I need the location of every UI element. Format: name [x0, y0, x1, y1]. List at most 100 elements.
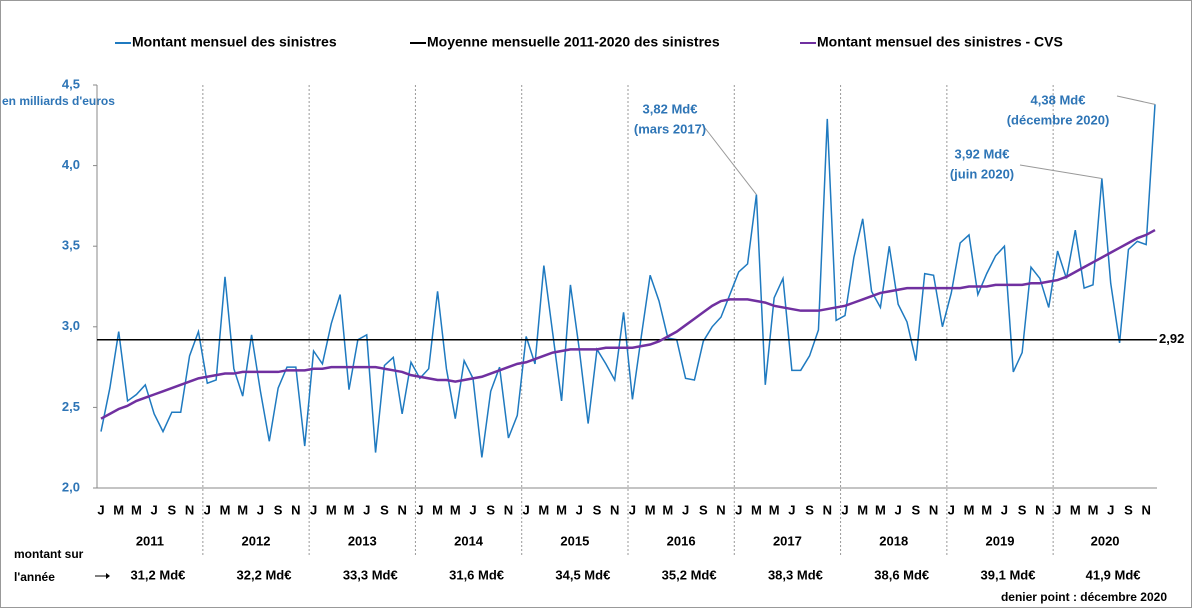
- annotation: 4,38 Md€: [1031, 92, 1086, 107]
- y-tick-label: 2,0: [62, 479, 80, 494]
- x-tick-label: N: [929, 502, 938, 517]
- x-tick-label: J: [151, 502, 158, 517]
- x-tick-label: S: [274, 502, 283, 517]
- x-tick-label: S: [168, 502, 177, 517]
- legend-label: Moyenne mensuelle 2011-2020 des sinistre…: [427, 34, 720, 50]
- x-tick-label: M: [857, 502, 868, 517]
- x-tick-label: J: [948, 502, 955, 517]
- x-tick-label: N: [291, 502, 300, 517]
- annual-label: montant sur: [14, 547, 84, 561]
- annual-total: 31,2 Md€: [130, 567, 185, 582]
- series-line: [100, 104, 1156, 458]
- footnote: denier point : décembre 2020: [1001, 590, 1167, 604]
- x-tick-label: S: [1018, 502, 1027, 517]
- x-tick-label: M: [769, 502, 780, 517]
- arrow-head: [106, 573, 110, 579]
- x-tick-label: S: [1124, 502, 1133, 517]
- x-tick-label: N: [1141, 502, 1150, 517]
- annual-total: 41,9 Md€: [1086, 567, 1141, 582]
- x-tick-label: N: [610, 502, 619, 517]
- x-tick-label: N: [397, 502, 406, 517]
- annual-total: 39,1 Md€: [981, 567, 1036, 582]
- x-tick-label: J: [841, 502, 848, 517]
- x-tick-label: J: [416, 502, 423, 517]
- annual-total: 33,3 Md€: [343, 567, 398, 582]
- annotation-leader: [1116, 95, 1156, 105]
- x-tick-label: M: [220, 502, 231, 517]
- annual-total: 34,5 Md€: [555, 567, 610, 582]
- x-tick-label: M: [556, 502, 567, 517]
- x-tick-label: J: [576, 502, 583, 517]
- x-tick-label: J: [363, 502, 370, 517]
- year-label: 2019: [986, 533, 1015, 548]
- year-label: 2011: [136, 533, 164, 548]
- x-tick-label: M: [964, 502, 975, 517]
- x-tick-label: J: [895, 502, 902, 517]
- x-tick-label: S: [593, 502, 602, 517]
- x-tick-label: M: [344, 502, 355, 517]
- annotation: (mars 2017): [634, 121, 706, 136]
- x-tick-label: M: [1088, 502, 1099, 517]
- annotation: 3,92 Md€: [955, 146, 1010, 161]
- year-label: 2016: [667, 533, 696, 548]
- x-tick-label: J: [97, 502, 104, 517]
- x-tick-label: M: [751, 502, 762, 517]
- x-tick-label: M: [326, 502, 337, 517]
- x-tick-label: N: [504, 502, 513, 517]
- x-tick-label: J: [788, 502, 795, 517]
- x-tick-label: S: [486, 502, 495, 517]
- x-tick-label: N: [1035, 502, 1044, 517]
- x-tick-label: J: [310, 502, 317, 517]
- annotation: (décembre 2020): [1007, 112, 1110, 127]
- x-tick-label: S: [912, 502, 921, 517]
- x-tick-label: M: [538, 502, 549, 517]
- x-tick-label: S: [699, 502, 708, 517]
- x-tick-label: M: [875, 502, 886, 517]
- legend-label: Montant mensuel des sinistres - CVS: [817, 34, 1063, 50]
- year-label: 2015: [560, 533, 589, 548]
- year-label: 2013: [348, 533, 377, 548]
- annual-total: 38,6 Md€: [874, 567, 929, 582]
- x-tick-label: S: [805, 502, 814, 517]
- x-tick-label: J: [1107, 502, 1114, 517]
- x-tick-label: M: [981, 502, 992, 517]
- year-label: 2017: [773, 533, 802, 548]
- annotation-leader: [704, 127, 757, 195]
- annual-total: 31,6 Md€: [449, 567, 504, 582]
- y-tick-label: 3,5: [62, 238, 80, 253]
- x-tick-label: J: [682, 502, 689, 517]
- x-tick-label: N: [185, 502, 194, 517]
- x-tick-label: J: [204, 502, 211, 517]
- x-tick-label: M: [662, 502, 673, 517]
- year-label: 2014: [454, 533, 484, 548]
- annual-total: 38,3 Md€: [768, 567, 823, 582]
- x-tick-label: M: [450, 502, 461, 517]
- x-tick-label: M: [1070, 502, 1081, 517]
- y-tick-label: 2,5: [62, 399, 80, 414]
- annual-total: 32,2 Md€: [237, 567, 292, 582]
- x-tick-label: J: [257, 502, 264, 517]
- x-tick-label: J: [629, 502, 636, 517]
- annotation-leader: [1019, 164, 1102, 179]
- x-tick-label: J: [1054, 502, 1061, 517]
- y-tick-label: 3,0: [62, 318, 80, 333]
- x-tick-label: M: [645, 502, 656, 517]
- annotation: (juin 2020): [950, 166, 1014, 181]
- annual-label: l'année: [14, 570, 55, 584]
- legend-label: Montant mensuel des sinistres: [132, 34, 337, 50]
- x-tick-label: S: [380, 502, 389, 517]
- annual-total: 35,2 Md€: [662, 567, 717, 582]
- x-tick-label: N: [716, 502, 725, 517]
- y-tick-label: 4,5: [62, 76, 80, 91]
- x-tick-label: J: [1001, 502, 1008, 517]
- x-tick-label: J: [523, 502, 530, 517]
- average-label: 2,92: [1159, 331, 1184, 346]
- x-tick-label: M: [131, 502, 142, 517]
- x-tick-label: J: [469, 502, 476, 517]
- x-tick-label: N: [823, 502, 832, 517]
- x-tick-label: J: [735, 502, 742, 517]
- x-tick-label: M: [113, 502, 124, 517]
- x-tick-label: M: [237, 502, 248, 517]
